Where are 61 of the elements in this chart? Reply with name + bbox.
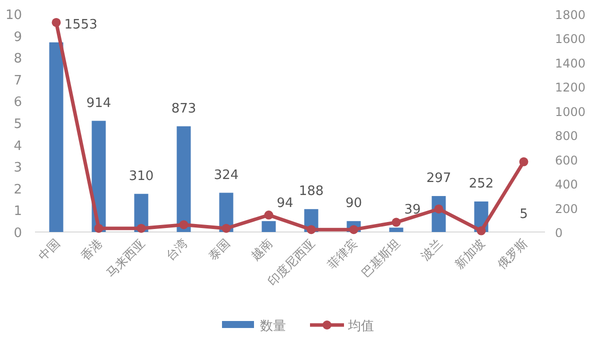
y-tick-label: 1 [14,204,22,220]
y-tick-label: 10 [5,8,22,23]
point [136,224,146,233]
y2-tick-label: 1200 [555,80,586,95]
x-tick-label: 泰国 [206,236,232,264]
y2-tick-label: 1800 [555,8,586,22]
annotation: 310 [128,168,154,184]
point [94,224,104,233]
y2-tick-label: 800 [555,129,578,144]
x-tick-label: 中国 [36,236,62,264]
x-tick-label: 菲律宾 [324,236,360,272]
y2-tick-label: 200 [555,202,578,216]
y-tick-label: 3 [14,160,22,176]
annotation: 90 [345,196,362,212]
annotation: 188 [298,184,324,200]
bar [389,228,404,232]
y2-tick-label: 0 [555,226,563,240]
point [52,18,61,27]
point [222,224,231,233]
bar [262,221,276,232]
annotation: 297 [426,171,452,186]
x-tick-label: 香港 [78,236,105,264]
point [476,226,486,236]
x-tick-label: 俄罗斯 [494,236,530,272]
y-tick-label: 6 [14,95,22,110]
point [264,210,274,220]
y-tick-label: 4 [14,138,22,154]
y2-tick-label: 1000 [555,104,586,119]
legend-label: 均值 [347,319,374,334]
x-tick-label: 波兰 [418,236,445,264]
y2-tick-label: 1600 [555,32,586,46]
x-tick-label: 越南 [248,236,275,264]
annotation: 252 [468,176,494,192]
point [434,204,444,214]
bar [49,42,64,232]
y-tick-label: 2 [14,182,22,198]
annotation: 324 [214,168,239,183]
y-tick-label: 5 [14,117,22,132]
annotation: 5 [520,207,528,222]
x-tick-label: 新加坡 [452,236,488,272]
point [392,218,401,227]
annotation: 39 [404,202,421,218]
y2-tick-label: 600 [555,153,578,168]
x-tick-label: 巴基斯坦 [358,236,402,280]
annotation: 914 [86,96,112,111]
y-tick-label: 8 [14,52,22,67]
y-tick-label: 9 [14,30,22,45]
point [179,220,188,230]
bar [176,126,191,232]
annotation: 1553 [64,17,98,32]
legend-label: 数量 [260,319,286,334]
annotation: 94 [276,196,294,212]
point [306,225,316,234]
x-tick-label: 台湾 [163,236,190,264]
y2-tick-label: 1400 [555,56,586,70]
y2-tick-label: 400 [555,178,578,192]
annotation: 873 [171,101,196,116]
point [519,157,528,166]
x-tick-label: 马来西亚 [104,236,148,280]
y-tick-label: 7 [14,73,22,88]
y-tick-label: 0 [14,226,22,241]
